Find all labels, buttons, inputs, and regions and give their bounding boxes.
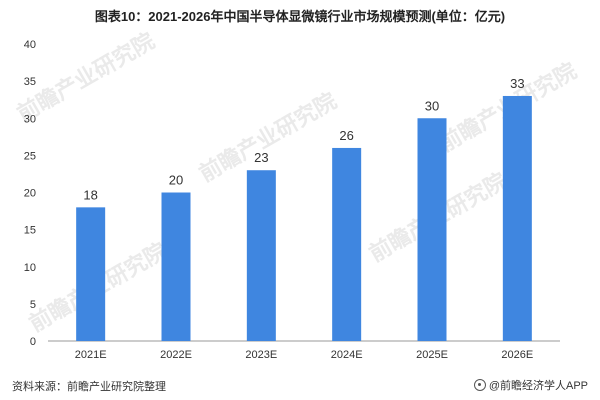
y-tick-label: 40: [24, 39, 36, 51]
bar: [332, 147, 362, 341]
y-tick-label: 10: [24, 262, 36, 274]
y-tick-label: 30: [24, 113, 36, 125]
data-label: 23: [254, 150, 268, 165]
data-label: 30: [425, 98, 439, 113]
x-tick-label: 2021E: [75, 349, 107, 361]
x-tick-label: 2025E: [416, 349, 448, 361]
brand-logo: @前瞻经济学人APP: [473, 377, 588, 393]
x-tick-label: 2023E: [245, 349, 277, 361]
brand-logo-text: @前瞻经济学人APP: [488, 380, 588, 392]
bar: [502, 95, 532, 341]
bar: [76, 207, 106, 341]
x-tick-label: 2024E: [331, 349, 363, 361]
data-label: 20: [169, 173, 183, 188]
source-note: 资料来源：前瞻产业研究院整理: [12, 381, 166, 393]
data-label: 33: [510, 76, 524, 91]
data-label: 18: [83, 187, 97, 202]
y-tick-label: 35: [24, 76, 36, 88]
chart-title: 图表10：2021-2026年中国半导体显微镜行业市场规模预测(单位：亿元): [94, 9, 506, 24]
x-tick-label: 2026E: [501, 349, 533, 361]
y-tick-label: 20: [24, 188, 36, 200]
x-tick-label: 2022E: [160, 349, 192, 361]
brand-logo-icon: [473, 379, 486, 391]
y-tick-label: 15: [24, 225, 36, 237]
y-tick-label: 25: [24, 150, 36, 162]
data-label: 26: [339, 128, 353, 143]
y-tick-label: 5: [30, 299, 36, 311]
bar: [417, 118, 447, 341]
y-tick-label: 0: [30, 336, 36, 348]
bar: [161, 192, 191, 341]
bar: [246, 170, 276, 341]
